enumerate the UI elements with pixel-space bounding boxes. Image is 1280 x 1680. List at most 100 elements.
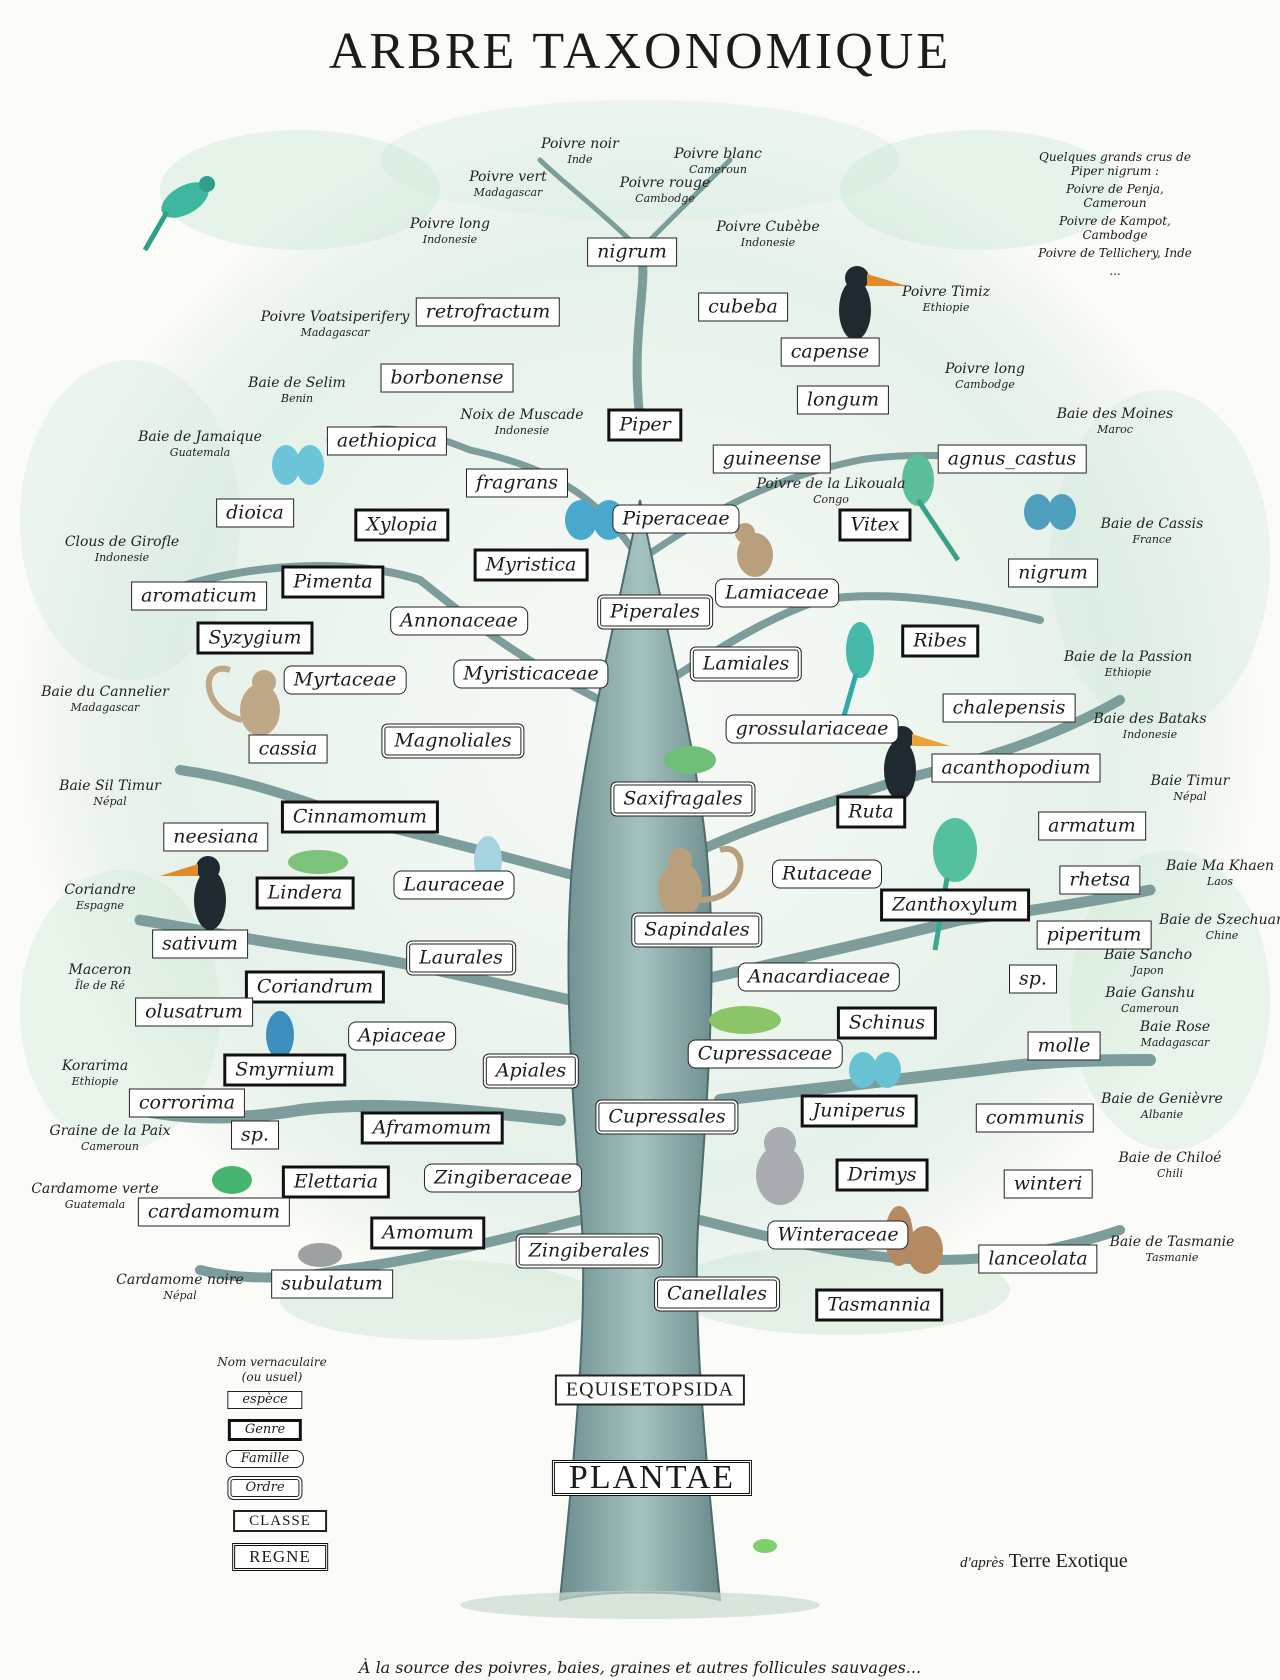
cn-baie-ma-khaen: Baie Ma Khaen Laos [1165, 858, 1275, 889]
espece-corrorima: corrorima [128, 1088, 246, 1118]
cn-graine-paix: Graine de la Paix Cameroun [49, 1123, 171, 1154]
credit: d'après Terre Exotique [960, 1550, 1128, 1573]
butterfly-icon-3 [1024, 494, 1076, 530]
espece-subulatum: subulatum [271, 1269, 393, 1299]
cn-coriandre: Coriandre Espagne [64, 882, 136, 913]
genre-cinnamomum: Cinnamomum [280, 800, 440, 834]
genre-aframomum: Aframomum [360, 1111, 504, 1145]
cn-poivre-vert: Poivre vert Madagascar [469, 169, 547, 200]
genre-elettaria: Elettaria [281, 1165, 391, 1199]
ordre-sapindales: Sapindales [634, 915, 760, 945]
espece-nigrum-ribes: nigrum [1008, 558, 1098, 588]
espece-agnus-castus: agnus_castus [937, 444, 1087, 474]
genre-pimenta: Pimenta [281, 565, 385, 599]
genre-piper: Piper [607, 408, 683, 442]
frog-icon [664, 746, 716, 774]
espece-winteri: winteri [1003, 1169, 1093, 1199]
cn-poivre-long-cambodge: Poivre long Cambodge [945, 361, 1025, 392]
espece-borbonense: borbonense [380, 363, 514, 393]
genre-myristica: Myristica [473, 548, 589, 582]
frog-icon-2 [753, 1539, 777, 1553]
famille-cupressaceae: Cupressaceae [687, 1039, 843, 1069]
cn-korarima: Korarima Ethiopie [61, 1058, 129, 1089]
grands-crus: Quelques grands crus de Piper nigrum : P… [1035, 150, 1195, 282]
cn-poivre-long-indonesie: Poivre long Indonesie [410, 216, 490, 247]
cn-noix-muscade: Noix de Muscade Indonesie [460, 407, 584, 438]
grands-crus-item: Poivre de Kampot, Cambodge [1059, 214, 1171, 242]
legend-regne: REGNE [232, 1543, 328, 1571]
espece-nigrum: nigrum [587, 237, 677, 267]
bird-icon-5 [212, 1166, 252, 1194]
ordre-piperales: Piperales [600, 597, 710, 627]
credit-prefix: d'après [960, 1555, 1005, 1571]
ordre-apiales: Apiales [485, 1056, 577, 1086]
ordre-cupressales: Cupressales [598, 1102, 736, 1132]
cn-baie-passion: Baie de la Passion Ethiopie [1063, 649, 1193, 680]
espece-dioica: dioica [216, 498, 294, 528]
genre-amomum: Amomum [370, 1216, 486, 1250]
ordre-laurales: Laurales [409, 943, 513, 973]
chameleon-icon [288, 850, 348, 874]
butterfly-icon [272, 445, 324, 485]
espece-aromaticum: aromaticum [131, 581, 267, 611]
ordre-magnoliales: Magnoliales [384, 726, 522, 756]
ground [460, 1591, 820, 1619]
genre-tasmannia: Tasmannia [815, 1288, 943, 1322]
espece-guineense: guineense [712, 444, 832, 474]
grands-crus-item: Poivre de Tellichery, Inde [1038, 246, 1192, 260]
toucan-icon-2 [884, 726, 950, 800]
espece-longum: longum [796, 385, 890, 415]
cn-cardamome-verte: Cardamome verte Guatemala [31, 1181, 159, 1212]
koala-icon [756, 1127, 804, 1205]
espece-chalepensis: chalepensis [942, 693, 1076, 723]
monkey-icon [205, 665, 280, 736]
cn-baie-chiloe: Baie de Chiloé Chili [1118, 1150, 1222, 1181]
monkey-icon-2 [735, 523, 773, 577]
legend-classe: CLASSE [233, 1510, 327, 1532]
cn-clous-girofle: Clous de Girofle Indonesie [64, 534, 180, 565]
cn-baie-selim: Baie de Selim Benin [248, 375, 346, 406]
genre-zanthoxylum: Zanthoxylum [880, 888, 1030, 922]
label-regne: PLANTAE [551, 1460, 753, 1496]
chameleon-icon-2 [709, 1006, 781, 1034]
genre-lindera: Lindera [255, 876, 355, 910]
cn-baie-timur: Baie Timur Népal [1150, 773, 1230, 804]
espece-molle: molle [1027, 1031, 1101, 1061]
espece-aethiopica: aethiopica [326, 426, 448, 456]
famille-lauraceae: Lauraceae [393, 870, 515, 900]
ordre-lamiales: Lamiales [692, 649, 800, 679]
bird-icon [902, 454, 961, 562]
animal-silhouettes [142, 176, 1076, 1553]
ordre-saxifragales: Saxifragales [613, 784, 753, 814]
famille-grossulariaceae: grossulariaceae [725, 714, 899, 744]
cn-baie-cassis: Baie de Cassis France [1100, 516, 1204, 547]
famille-annonaceae: Annonaceae [390, 606, 528, 636]
cn-baie-sancho: Baie Sancho Japon [1103, 947, 1193, 978]
toucan-icon-3 [160, 856, 226, 930]
genre-smyrnium: Smyrnium [223, 1053, 347, 1087]
espece-rhetsa: rhetsa [1059, 865, 1141, 895]
espece-neesiana: neesiana [163, 822, 269, 852]
espece-lanceolata: lanceolata [978, 1244, 1098, 1274]
genre-ribes: Ribes [901, 624, 979, 658]
cn-cardamome-noire: Cardamome noire Népal [116, 1272, 244, 1303]
cn-poivre-rouge: Poivre rouge Cambodge [619, 175, 711, 206]
legend-heading-visible: Nom vernaculaire (ou usuel) [217, 1355, 327, 1384]
genre-ruta: Ruta [836, 795, 906, 829]
monkey-icon-3 [658, 845, 744, 918]
genre-syzygium: Syzygium [196, 621, 314, 655]
famille-rutaceae: Rutaceae [772, 859, 882, 889]
bird-icon-4 [266, 1011, 294, 1059]
cn-baie-rose: Baie Rose Madagascar [1139, 1019, 1211, 1050]
famille-myrtaceae: Myrtaceae [283, 665, 407, 695]
espece-cubeba: cubeba [698, 292, 788, 322]
footer-tagline: À la source des poivres, baies, graines … [358, 1658, 922, 1677]
espece-communis: communis [975, 1103, 1095, 1133]
cn-likouala: Poivre de la Likouala Congo [756, 476, 906, 507]
espece-olusatrum: olusatrum [135, 997, 253, 1027]
genre-xylopia: Xylopia [354, 508, 450, 542]
famille-apiaceae: Apiaceae [348, 1021, 456, 1051]
cn-baie-bataks: Baie des Bataks Indonesie [1093, 711, 1207, 742]
espece-armatum: armatum [1038, 811, 1146, 841]
cn-voatsiperifery: Poivre Voatsiperifery Madagascar [260, 309, 410, 340]
